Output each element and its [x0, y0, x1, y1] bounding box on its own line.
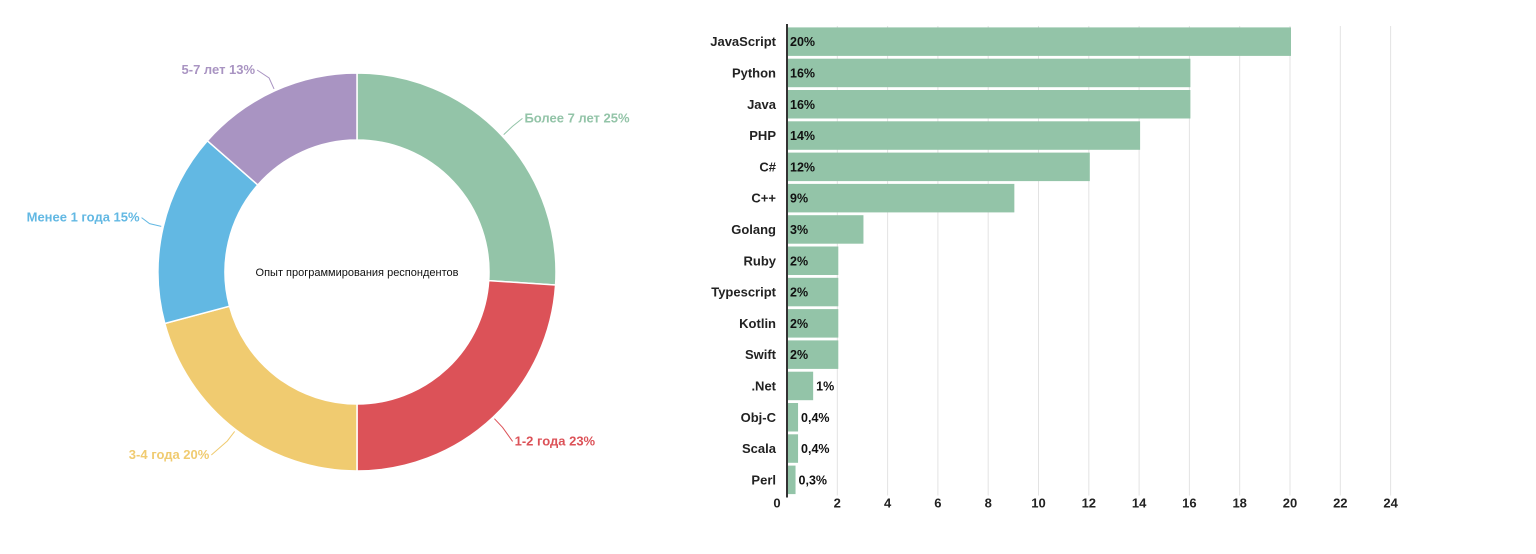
- x-tick-label-14: 14: [1132, 496, 1147, 511]
- bar-c: [788, 183, 1015, 213]
- bar-php: [788, 121, 1141, 150]
- bar-kotlin: [788, 309, 839, 338]
- bar-obj-c: [788, 403, 799, 432]
- bar-java: [788, 90, 1191, 119]
- category-label: Typescript: [711, 285, 776, 300]
- donut-slice-2: [356, 279, 557, 472]
- bar-ruby: [788, 246, 839, 275]
- donut-center-title: Опыт программирования респондентов: [256, 267, 459, 279]
- value-label: 20%: [790, 35, 815, 49]
- value-label: 16%: [790, 66, 815, 80]
- category-label: Java: [747, 97, 777, 112]
- category-label: C++: [751, 191, 776, 206]
- x-tick-label-10: 10: [1031, 496, 1045, 511]
- x-tick-label-6: 6: [934, 496, 941, 511]
- x-tick-label-2: 2: [834, 496, 841, 511]
- x-tick-label-22: 22: [1333, 496, 1347, 511]
- x-tick-label-4: 4: [884, 496, 892, 511]
- category-label: Scala: [742, 441, 777, 456]
- donut-label-2: 1-2 года 23%: [515, 433, 596, 448]
- donut-leader-line-4: [141, 217, 162, 227]
- bar-scala: [788, 434, 799, 463]
- value-label: 2%: [790, 254, 808, 268]
- bar-python: [788, 58, 1191, 88]
- bar-net: [788, 371, 814, 401]
- bar-c: [788, 152, 1090, 182]
- value-label: 12%: [790, 160, 815, 174]
- bar-perl: [788, 465, 796, 495]
- category-label: Golang: [731, 222, 776, 237]
- x-tick-label-16: 16: [1182, 496, 1196, 511]
- donut-label-3: 3-4 года 20%: [129, 447, 210, 462]
- donut-leader-line-3: [211, 431, 236, 456]
- x-tick-label-8: 8: [985, 496, 992, 511]
- value-label: 1%: [816, 379, 834, 393]
- donut-leader-line-1: [503, 118, 523, 135]
- category-label: Ruby: [744, 253, 777, 268]
- value-label: 0,3%: [799, 473, 828, 487]
- value-label: 3%: [790, 223, 808, 237]
- donut-slice-1: [356, 72, 557, 286]
- category-label: JavaScript: [710, 34, 776, 49]
- category-label: Kotlin: [739, 316, 776, 331]
- category-label: .Net: [751, 378, 776, 393]
- category-label: C#: [759, 159, 776, 174]
- category-label: Swift: [745, 347, 777, 362]
- category-label: Perl: [751, 472, 776, 487]
- donut-label-1: Более 7 лет 25%: [524, 110, 630, 125]
- value-label: 2%: [790, 317, 808, 331]
- donut-leader-line-2: [494, 418, 514, 442]
- category-label: Python: [732, 65, 776, 80]
- value-label: 2%: [790, 286, 808, 300]
- bar-typescript: [788, 277, 839, 307]
- donut-leader-line-5: [256, 69, 275, 90]
- bar-golang: [788, 215, 864, 244]
- category-label: PHP: [749, 128, 776, 143]
- x-tick-label-24: 24: [1383, 496, 1398, 511]
- value-label: 14%: [790, 129, 815, 143]
- value-label: 0,4%: [801, 442, 830, 456]
- donut-slice-5: [206, 72, 358, 187]
- x-tick-label-0: 0: [773, 496, 780, 511]
- x-tick-label-12: 12: [1082, 496, 1096, 511]
- value-label: 9%: [790, 192, 808, 206]
- donut-label-5: 5-7 лет 13%: [182, 62, 256, 77]
- value-label: 0,4%: [801, 411, 830, 425]
- x-tick-label-20: 20: [1283, 496, 1297, 511]
- category-label: Obj-C: [741, 410, 777, 425]
- value-label: 16%: [790, 98, 815, 112]
- donut-chart: Более 7 лет 25% 1-2 года 23% 3-4 года 20% М…: [27, 62, 630, 472]
- x-tick-label-18: 18: [1232, 496, 1246, 511]
- bar-swift: [788, 340, 839, 369]
- donut-label-4: Менее 1 года 15%: [27, 210, 140, 225]
- bar-javascript: [788, 27, 1291, 56]
- value-label: 2%: [790, 348, 808, 362]
